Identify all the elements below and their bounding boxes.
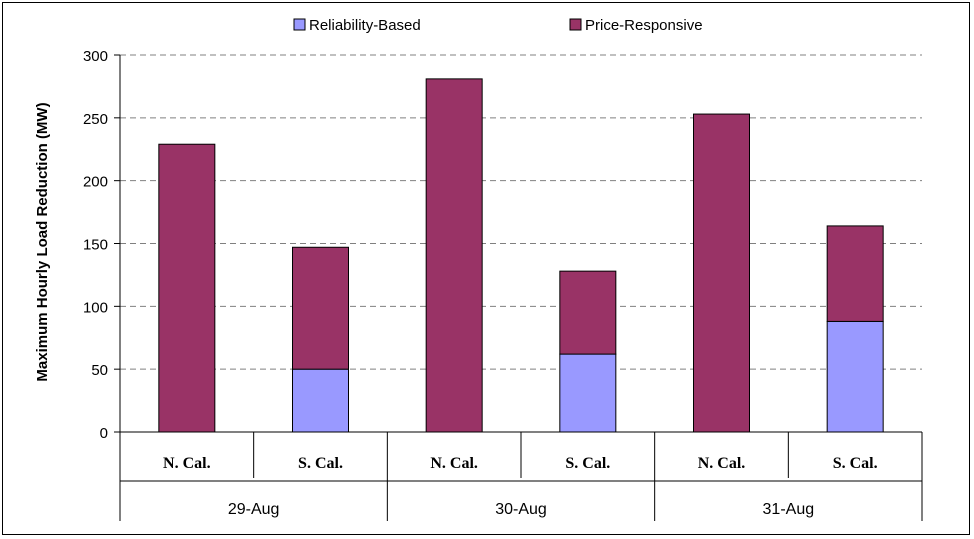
bar-price-responsive bbox=[693, 113, 750, 433]
x-category-label: N. Cal. bbox=[430, 455, 478, 472]
gridlines bbox=[120, 54, 922, 370]
legend-entry: Reliability-Based bbox=[309, 17, 421, 34]
y-tick-label: 300 bbox=[83, 48, 108, 65]
legend: Reliability-Based Price-Responsive bbox=[293, 17, 703, 34]
bar-price-responsive bbox=[292, 246, 349, 370]
bar-price-responsive bbox=[559, 270, 617, 355]
bar-price-responsive bbox=[158, 143, 216, 433]
y-tick-label: 100 bbox=[83, 299, 108, 316]
y-tick-label: 50 bbox=[91, 362, 108, 379]
bar-reliability-based bbox=[826, 320, 884, 433]
bar-price-responsive bbox=[425, 78, 483, 433]
y-tick-label: 150 bbox=[83, 237, 108, 254]
x-category-label: N. Cal. bbox=[698, 455, 746, 472]
x-group-label: 29-Aug bbox=[228, 501, 280, 518]
x-group-label: 31-Aug bbox=[763, 501, 815, 518]
x-category-label: N. Cal. bbox=[163, 455, 211, 472]
x-category-label: S. Cal. bbox=[565, 455, 610, 472]
y-axis-label: Maximum Hourly Load Reduction (MW) bbox=[34, 102, 51, 381]
x-category-label: S. Cal. bbox=[833, 455, 878, 472]
y-tick-label: 200 bbox=[83, 174, 108, 191]
y-tick-label: 250 bbox=[83, 111, 108, 128]
x-category-label: S. Cal. bbox=[298, 455, 343, 472]
x-category-labels: N. Cal. S. Cal. 29-Aug N. Cal. S. Cal. 30-Aug… bbox=[163, 455, 878, 518]
x-group-label: 30-Aug bbox=[495, 501, 547, 518]
bar-price-responsive bbox=[826, 225, 884, 322]
bar-reliability-based bbox=[559, 353, 617, 433]
bar-reliability-based bbox=[292, 368, 349, 433]
bars bbox=[158, 78, 884, 433]
axes bbox=[114, 54, 923, 521]
y-tick-label: 0 bbox=[100, 425, 108, 442]
y-tick-labels: 0 50 100 150 200 250 300 bbox=[83, 48, 108, 442]
legend-swatch bbox=[569, 18, 582, 31]
legend-swatch bbox=[293, 18, 306, 31]
legend-entry: Price-Responsive bbox=[585, 17, 703, 34]
